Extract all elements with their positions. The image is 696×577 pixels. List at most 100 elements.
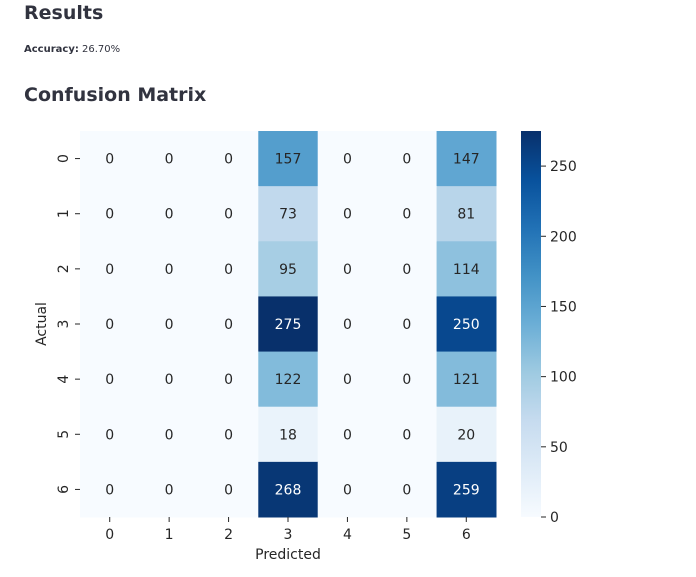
heatmap-cell	[436, 351, 497, 408]
cell-value-label: 95	[279, 262, 297, 278]
cell-value-label: 0	[402, 152, 411, 168]
heatmap-cell	[80, 351, 140, 408]
cell-value-label: 0	[105, 262, 114, 278]
heatmap-cell	[317, 241, 378, 297]
colorbar-tick-label: 250	[550, 159, 577, 175]
cell-value-label: 0	[343, 482, 352, 498]
cell-value-label: 18	[279, 427, 297, 443]
cell-value-label: 0	[105, 482, 114, 498]
heatmap-cell	[198, 186, 259, 242]
cell-value-label: 0	[165, 427, 174, 443]
heatmap-cell	[198, 406, 259, 463]
heatmap-cell	[80, 296, 140, 353]
heatmap-cell	[317, 296, 378, 353]
cell-value-label: 0	[402, 427, 411, 443]
heatmap-cell	[80, 406, 140, 463]
heatmap-cell	[258, 241, 319, 297]
cell-value-label: 73	[279, 207, 297, 223]
heatmap-cell	[139, 186, 200, 242]
heatmap-cell	[377, 241, 438, 297]
heatmap-cell	[317, 351, 378, 408]
heatmap-cell	[258, 296, 319, 353]
y-tick-label: 5	[56, 430, 72, 439]
cell-value-label: 0	[105, 207, 114, 223]
cell-value-label: 0	[165, 152, 174, 168]
cell-value-label: 0	[165, 482, 174, 498]
cell-value-label: 0	[105, 152, 114, 168]
heatmap-cell	[436, 296, 497, 353]
heatmap-cell	[139, 351, 200, 408]
x-tick-label: 0	[105, 527, 114, 543]
x-tick-label: 3	[284, 527, 293, 543]
cell-value-label: 0	[165, 207, 174, 223]
heatmap-cell	[80, 186, 140, 242]
cell-value-label: 122	[275, 372, 302, 388]
heatmap-cell	[377, 351, 438, 408]
colorbar-tick-label: 150	[550, 299, 577, 315]
cell-value-label: 0	[402, 372, 411, 388]
cell-value-label: 0	[224, 482, 233, 498]
cell-value-label: 114	[453, 262, 480, 278]
cell-value-label: 0	[343, 207, 352, 223]
x-tick-label: 6	[462, 527, 471, 543]
colorbar-tick-label: 100	[550, 370, 577, 386]
x-axis-label: Predicted	[255, 547, 321, 563]
heatmap-cell	[198, 461, 259, 518]
heatmap-cell	[436, 241, 497, 297]
heatmap-cell	[377, 296, 438, 353]
cell-value-label: 0	[224, 372, 233, 388]
cell-value-label: 0	[105, 317, 114, 333]
y-tick-label: 6	[56, 485, 72, 494]
cell-value-label: 0	[105, 427, 114, 443]
heatmap-cell	[377, 131, 438, 187]
y-tick-label: 1	[56, 209, 72, 218]
cell-value-label: 250	[453, 317, 480, 333]
heatmap-cell	[258, 351, 319, 408]
heatmap-cell	[258, 131, 319, 187]
cell-value-label: 0	[343, 317, 352, 333]
accuracy-label: Accuracy:	[24, 44, 79, 55]
cell-value-label: 0	[224, 317, 233, 333]
cell-value-label: 0	[343, 262, 352, 278]
cell-value-label: 275	[275, 317, 302, 333]
heatmap-cell	[80, 241, 140, 297]
cell-value-label: 259	[453, 482, 480, 498]
colorbar-tick-label: 50	[550, 440, 568, 456]
y-tick-label: 4	[56, 375, 72, 384]
heatmap-cell	[139, 461, 200, 518]
cell-value-label: 0	[165, 262, 174, 278]
x-tick-label: 1	[165, 527, 174, 543]
accuracy-value: 26.70%	[82, 44, 121, 55]
heatmap-cell	[139, 241, 200, 297]
heatmap-cell	[80, 461, 140, 518]
confusion-matrix-heading: Confusion Matrix	[24, 84, 207, 106]
cell-value-label: 81	[457, 207, 475, 223]
y-axis-label: Actual	[34, 302, 50, 346]
heatmap-cell	[198, 131, 259, 187]
accuracy-row: Accuracy: 26.70%	[24, 44, 120, 55]
results-heading: Results	[24, 2, 104, 24]
cell-value-label: 0	[402, 482, 411, 498]
cell-value-label: 0	[402, 262, 411, 278]
cell-value-label: 0	[343, 152, 352, 168]
x-tick-label: 5	[402, 527, 411, 543]
cell-value-label: 0	[105, 372, 114, 388]
heatmap-cell	[377, 406, 438, 463]
heatmap-cell	[139, 296, 200, 353]
heatmap-cell	[317, 186, 378, 242]
cell-value-label: 20	[457, 427, 475, 443]
cell-value-label: 0	[165, 372, 174, 388]
cell-value-label: 121	[453, 372, 480, 388]
cell-value-label: 0	[402, 207, 411, 223]
heatmap-cell	[198, 351, 259, 408]
x-tick-label: 2	[224, 527, 233, 543]
cell-value-label: 268	[275, 482, 302, 498]
heatmap-cell	[198, 296, 259, 353]
heatmap-cell	[258, 406, 319, 463]
heatmap-cell	[436, 461, 497, 518]
heatmap-cell	[436, 186, 497, 242]
heatmap-cell	[258, 461, 319, 518]
y-tick-label: 3	[56, 320, 72, 329]
heatmap-cell	[436, 406, 497, 463]
